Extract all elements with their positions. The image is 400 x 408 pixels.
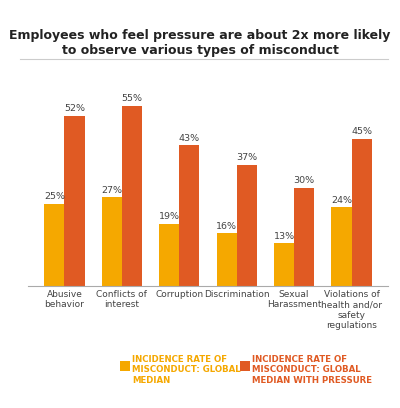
Text: 24%: 24% — [331, 196, 352, 205]
Text: 27%: 27% — [101, 186, 122, 195]
Bar — [274, 243, 294, 286]
Text: INCIDENCE RATE OF
MISCONDUCT: GLOBAL
MEDIAN WITH PRESSURE: INCIDENCE RATE OF MISCONDUCT: GLOBAL MED… — [252, 355, 372, 385]
Bar — [294, 188, 314, 286]
Bar — [352, 139, 372, 286]
Text: Employees who feel pressure are about 2x more likely
to observe various types of: Employees who feel pressure are about 2x… — [9, 29, 391, 57]
Text: 13%: 13% — [274, 232, 295, 241]
Text: 16%: 16% — [216, 222, 237, 231]
Bar — [102, 197, 122, 286]
Text: 25%: 25% — [44, 193, 65, 202]
Text: INCIDENCE RATE OF
MISCONDUCT: GLOBAL
MEDIAN: INCIDENCE RATE OF MISCONDUCT: GLOBAL MED… — [132, 355, 241, 385]
Bar — [44, 204, 64, 286]
Text: 37%: 37% — [236, 153, 257, 162]
Text: 45%: 45% — [351, 127, 372, 136]
Bar — [179, 145, 199, 286]
Text: 43%: 43% — [179, 134, 200, 143]
Bar — [122, 106, 142, 286]
Bar — [64, 116, 84, 286]
Text: 30%: 30% — [294, 176, 315, 185]
Text: 52%: 52% — [64, 104, 85, 113]
Text: 19%: 19% — [159, 212, 180, 221]
Text: 55%: 55% — [122, 95, 142, 104]
Bar — [237, 165, 257, 286]
Bar — [332, 207, 352, 286]
Bar — [159, 224, 179, 286]
Bar — [217, 233, 237, 286]
